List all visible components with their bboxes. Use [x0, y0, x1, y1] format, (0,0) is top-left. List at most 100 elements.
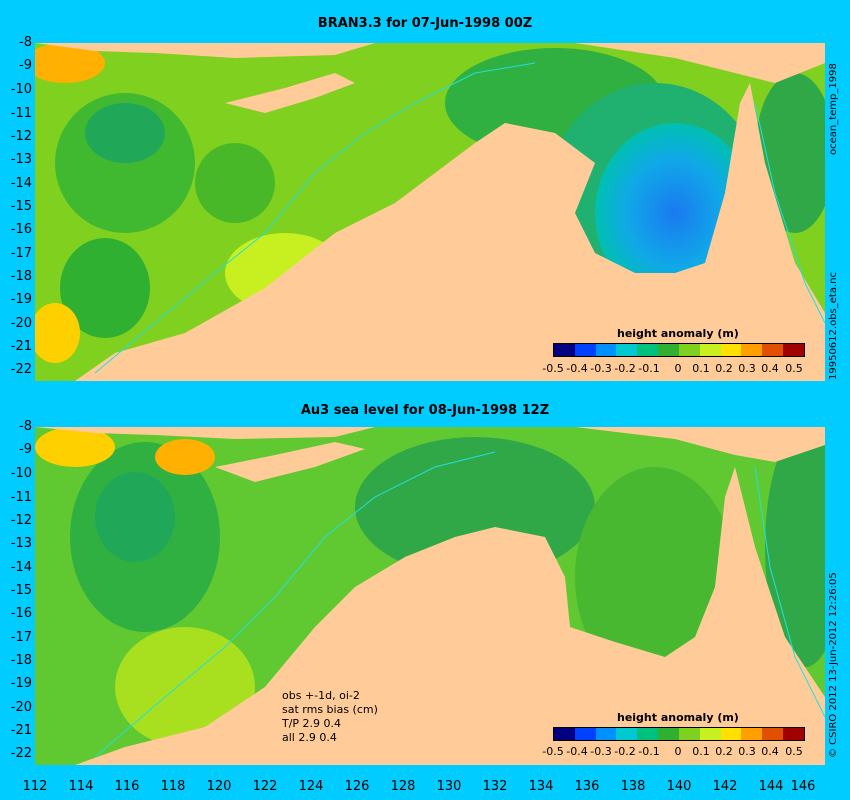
indonesia-islands: [35, 427, 375, 439]
y-tick: -20: [10, 316, 32, 331]
zero-contour: [94, 451, 496, 758]
y-tick: -10: [10, 466, 32, 481]
obs-stats: obs +-1d, oi-2 sat rms bias (cm) T/P 2.9…: [282, 689, 378, 745]
x-tick: 114: [68, 779, 94, 794]
y-tick: -15: [10, 583, 32, 598]
new-guinea-coast: [575, 427, 825, 462]
x-tick: 136: [574, 779, 600, 794]
x-tick: 134: [528, 779, 554, 794]
legend-tick: 0.2: [715, 745, 733, 758]
y-tick: -9: [19, 58, 32, 73]
legend-tick: 0.3: [738, 362, 756, 375]
x-tick: 140: [666, 779, 692, 794]
y-tick: -17: [10, 630, 32, 645]
legend-tick: -0.4: [566, 362, 588, 375]
y-tick: -14: [10, 560, 32, 575]
y-tick: -22: [10, 362, 32, 377]
anomaly-blob: [35, 43, 105, 83]
side-label-obsfile: 19950612.obs_eta.nc: [828, 272, 839, 380]
y-tick: -8: [19, 35, 32, 50]
y-tick: -13: [10, 152, 32, 167]
y-tick: -18: [10, 269, 32, 284]
timor-island: [225, 73, 355, 113]
y-tick: -16: [10, 222, 32, 237]
legend-tick: -0.5: [542, 362, 564, 375]
legend-tick: 0.5: [785, 362, 803, 375]
australia-landmass: [75, 83, 825, 381]
anomaly-blob: [60, 238, 150, 338]
legend-tick: 0.1: [692, 745, 710, 758]
indonesia-islands: [35, 43, 375, 58]
legend-tick: 0.5: [785, 745, 803, 758]
new-guinea-coast: [575, 43, 825, 83]
bottom-map: [35, 427, 825, 765]
legend-title: height anomaly (m): [617, 711, 739, 724]
x-tick: 144: [758, 779, 784, 794]
y-tick: -17: [10, 246, 32, 261]
x-tick: 112: [22, 779, 48, 794]
legend-tick: -0.1: [638, 362, 660, 375]
anomaly-blob: [95, 472, 175, 562]
legend-tick: 0.4: [761, 362, 779, 375]
legend-tick: -0.2: [614, 745, 636, 758]
zero-contour: [754, 102, 825, 324]
anomaly-blob: [85, 103, 165, 163]
y-tick: -21: [10, 339, 32, 354]
legend-title: height anomaly (m): [617, 327, 739, 340]
x-tick: 120: [206, 779, 232, 794]
anomaly-blob: [35, 427, 115, 467]
legend-tick: 0.3: [738, 745, 756, 758]
zero-contour: [94, 62, 536, 374]
timor-island: [215, 442, 365, 482]
top-map: [35, 43, 825, 381]
x-tick: 126: [344, 779, 370, 794]
x-tick: 130: [436, 779, 462, 794]
x-tick: 142: [712, 779, 738, 794]
x-tick: 124: [298, 779, 324, 794]
legend-colorbar: [553, 343, 805, 357]
obs-line: sat rms bias (cm): [282, 703, 378, 716]
side-label-copyright: © CSIRO 2012 13-Jun-2012 12:26:05: [828, 572, 839, 758]
legend-tick: -0.2: [614, 362, 636, 375]
y-tick: -11: [10, 106, 32, 121]
y-tick: -12: [10, 513, 32, 528]
legend-tick: -0.3: [590, 362, 612, 375]
anomaly-blob: [155, 439, 215, 475]
obs-line: T/P 2.9 0.4: [282, 717, 342, 730]
x-tick: 118: [160, 779, 186, 794]
y-tick: -22: [10, 746, 32, 761]
bottom-panel-title: Au3 sea level for 08-Jun-1998 12Z: [300, 403, 550, 418]
anomaly-blob: [195, 143, 275, 223]
legend-colorbar: [553, 727, 805, 741]
y-tick: -21: [10, 723, 32, 738]
y-tick: -10: [10, 82, 32, 97]
legend-tick: 0.1: [692, 362, 710, 375]
y-tick: -14: [10, 176, 32, 191]
y-tick: -15: [10, 199, 32, 214]
anomaly-blob: [35, 303, 80, 363]
legend-tick: 0.4: [761, 745, 779, 758]
legend-tick: -0.4: [566, 745, 588, 758]
y-tick: -9: [19, 442, 32, 457]
y-tick: -19: [10, 676, 32, 691]
y-tick: -16: [10, 606, 32, 621]
y-tick: -8: [19, 419, 32, 434]
y-tick: -12: [10, 129, 32, 144]
zero-contour: [754, 466, 825, 718]
legend-tick: 0: [674, 362, 682, 375]
legend-tick: -0.1: [638, 745, 660, 758]
x-tick: 116: [114, 779, 140, 794]
x-tick: 146: [790, 779, 816, 794]
obs-line: all 2.9 0.4: [282, 731, 337, 744]
y-tick: -13: [10, 536, 32, 551]
top-panel-title: BRAN3.3 for 07-Jun-1998 00Z: [317, 16, 533, 31]
legend-tick: 0: [674, 745, 682, 758]
side-label-file: ocean_temp_1998: [828, 63, 839, 155]
obs-line: obs +-1d, oi-2: [282, 689, 360, 702]
legend-tick: 0.2: [715, 362, 733, 375]
anomaly-blob: [575, 467, 735, 687]
y-tick: -19: [10, 292, 32, 307]
y-tick: -18: [10, 653, 32, 668]
x-tick: 122: [252, 779, 278, 794]
x-tick: 128: [390, 779, 416, 794]
